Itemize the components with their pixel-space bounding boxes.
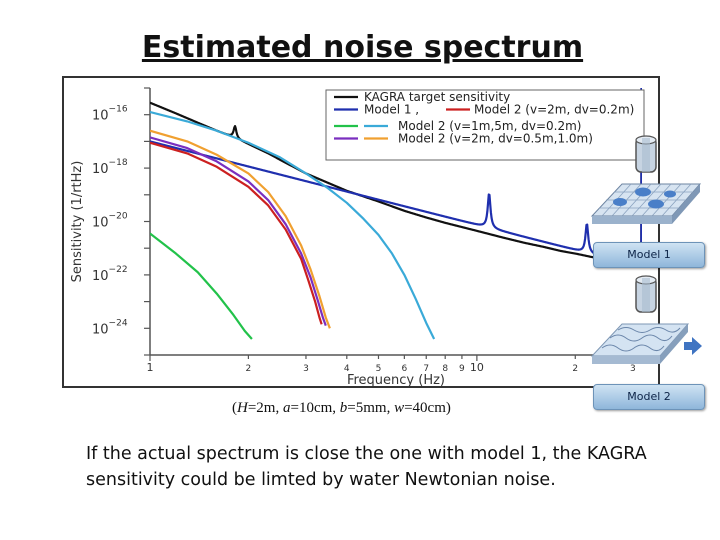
legend-label: KAGRA target sensitivity	[364, 90, 510, 104]
param-b-label: b	[339, 400, 348, 416]
series-line	[150, 88, 642, 267]
param-h-label: H	[237, 400, 248, 416]
model2-illustration	[590, 275, 702, 364]
legend-label: Model 2 (v=1m,5m, dv=0.2m)	[398, 119, 581, 133]
series-line	[150, 136, 327, 327]
x-tick-label: 5	[376, 364, 382, 374]
x-tick-label: 4	[344, 364, 350, 374]
y-tick-label: 10−16	[92, 105, 128, 124]
series-line	[150, 141, 323, 325]
param-b-value: =5mm,	[347, 400, 395, 416]
series-group	[150, 88, 642, 340]
y-axis-label: Sensitivity (1/rtHz)	[70, 161, 85, 283]
param-h-value: =2m,	[247, 400, 283, 416]
x-tick-label: 6	[401, 364, 407, 374]
x-tick-label: 10	[470, 361, 484, 374]
legend-label: Model 2 (v=2m, dv=0.2m)	[474, 103, 634, 117]
series-line	[150, 232, 253, 340]
model2-label: Model 2	[593, 384, 705, 410]
caption-text: If the actual spectrum is close the one …	[86, 444, 647, 490]
x-axis-label: Frequency (Hz)	[347, 373, 445, 386]
legend-label: Model 2 (v=2m, dv=0.5m,1.0m)	[398, 132, 593, 146]
y-tick-label: 10−22	[92, 265, 128, 284]
series-line	[150, 129, 331, 329]
x-tick-label: 3	[630, 364, 636, 374]
param-w-value: =40cm	[404, 400, 446, 416]
x-tick-label: 8	[442, 364, 448, 374]
model1-illustration	[590, 135, 702, 224]
series-line	[150, 110, 436, 340]
parameters-text: (H=2m, a=10cm, b=5mm, w=40cm)	[232, 400, 451, 416]
x-tick-label: 7	[423, 364, 429, 374]
x-tick-label: 1	[147, 361, 154, 374]
slide-title: Estimated noise spectrum	[141, 30, 584, 65]
param-a-label: a	[282, 400, 291, 416]
model1-label: Model 1	[593, 242, 705, 268]
x-tick-label: 3	[303, 364, 309, 374]
y-tick-label: 10−24	[92, 318, 128, 337]
y-tick-label: 10−20	[92, 212, 128, 231]
x-tick-label: 2	[572, 364, 578, 374]
param-a-value: =10cm,	[290, 400, 340, 416]
series-line	[150, 88, 642, 268]
x-tick-label: 9	[459, 364, 465, 374]
x-tick-label: 2	[246, 364, 252, 374]
legend-label: Model 1 ,	[364, 103, 419, 117]
noise-spectrum-chart: 10−16 10−18 10−20 10−22 10−24 1 2 3 4 5 6 7 8 9 10 2 3 Fr…	[70, 87, 645, 386]
y-tick-label: 10−18	[92, 158, 128, 177]
param-w-label: w	[394, 400, 405, 416]
